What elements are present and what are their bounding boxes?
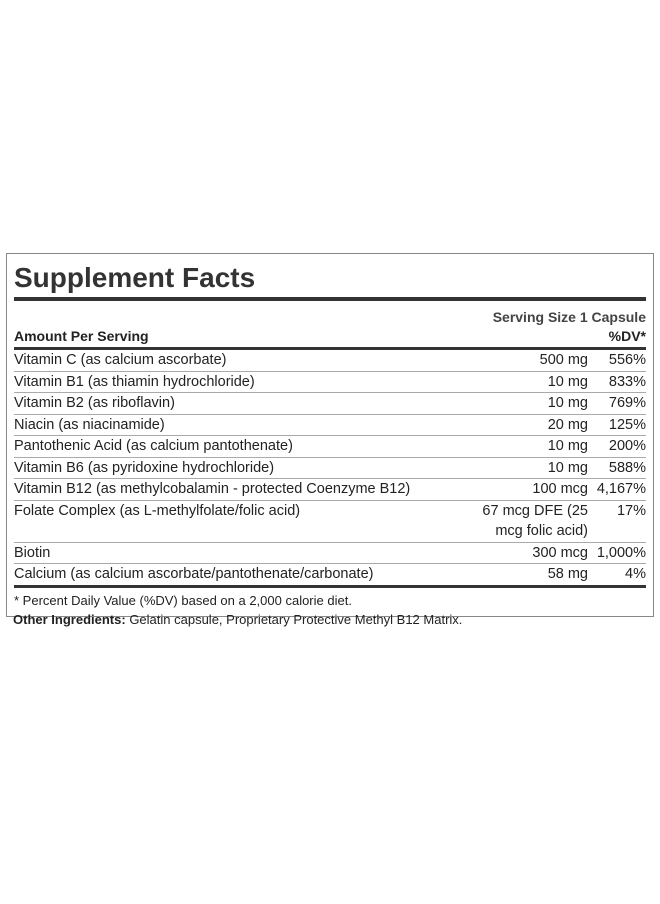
thick-rule [14,347,646,350]
thick-rule [14,297,646,301]
nutrient-amount: 300 mcg [532,544,588,561]
amount-header: Amount Per Serving [14,328,149,344]
nutrient-row: Calcium (as calcium ascorbate/pantothena… [14,563,646,585]
footnote: * Percent Daily Value (%DV) based on a 2… [14,592,352,608]
nutrient-dv: 588% [608,459,646,476]
nutrient-name: Pantothenic Acid (as calcium pantothenat… [14,438,293,454]
nutrient-name: Vitamin B6 (as pyridoxine hydrochloride) [14,459,275,476]
nutrient-dv: 1,000% [596,544,646,561]
nutrient-amount: 10 mg [547,459,588,476]
nutrient-name: Vitamin B1 (as thiamin hydrochloride) [14,373,255,390]
nutrient-row: Vitamin B2 (as riboflavin) 10 mg 769% [14,392,646,414]
nutrient-dv: 833% [608,373,646,390]
supplement-facts-panel: Supplement Facts Serving Size 1 Capsule … [6,253,654,617]
nutrient-name: Vitamin B2 (as riboflavin) [14,395,175,411]
nutrient-row: Vitamin B12 (as methylcobalamin - protec… [14,478,646,500]
nutrient-dv: 556% [608,352,646,368]
thick-rule [14,584,646,588]
nutrient-amount: 10 mg [547,438,588,454]
nutrient-name: Biotin [14,544,51,561]
nutrient-row: Biotin 300 mcg 1,000% [14,541,646,564]
nutrient-row: Niacin (as niacinamide) 20 mg 125% [14,413,646,436]
nutrient-dv: 4,167% [596,481,646,497]
nutrient-amount: 58 mg [547,566,588,582]
nutrient-name: Calcium (as calcium ascorbate/pantothena… [14,566,374,582]
nutrient-name: Vitamin B12 (as methylcobalamin - protec… [14,481,411,497]
other-ingredients: Other Ingredients: Gelatin capsule, Prop… [13,612,462,627]
nutrient-amount: 500 mg [539,352,588,368]
dv-header: %DV* [608,328,646,344]
nutrient-dv: 17% [616,502,646,519]
nutrient-row: Folate Complex (as L-methylfolate/folic … [14,499,646,542]
nutrient-row: Vitamin B6 (as pyridoxine hydrochloride)… [14,456,646,479]
panel-title: Supplement Facts [14,262,256,293]
other-ingredients-text: Gelatin capsule, Proprietary Protective … [129,612,463,627]
nutrient-row: Pantothenic Acid (as calcium pantothenat… [14,435,646,457]
nutrient-name: Folate Complex (as L-methylfolate/folic … [14,502,301,519]
nutrient-row: Vitamin C (as calcium ascorbate) 500 mg 55… [14,350,646,371]
nutrient-table: Vitamin C (as calcium ascorbate) 500 mg 55… [14,350,646,585]
nutrient-name: Niacin (as niacinamide) [14,416,165,433]
nutrient-dv: 200% [608,438,646,454]
nutrient-amount: 67 mcg DFE (25 mcg folic acid) [482,502,588,540]
nutrient-dv: 4% [625,566,646,582]
nutrient-amount: 10 mg [547,373,588,390]
nutrient-amount: 100 mcg [532,481,588,497]
nutrient-amount: 10 mg [547,395,588,411]
nutrient-row: Vitamin B1 (as thiamin hydrochloride) 10 … [14,370,646,393]
column-header: Amount Per Serving %DV* [14,328,646,345]
other-ingredients-label: Other Ingredients: [13,612,126,627]
nutrient-dv: 125% [608,416,646,433]
serving-size: Serving Size 1 Capsule [492,309,646,325]
nutrient-name: Vitamin C (as calcium ascorbate) [14,352,227,368]
nutrient-dv: 769% [608,395,646,411]
nutrient-amount: 20 mg [547,416,588,433]
